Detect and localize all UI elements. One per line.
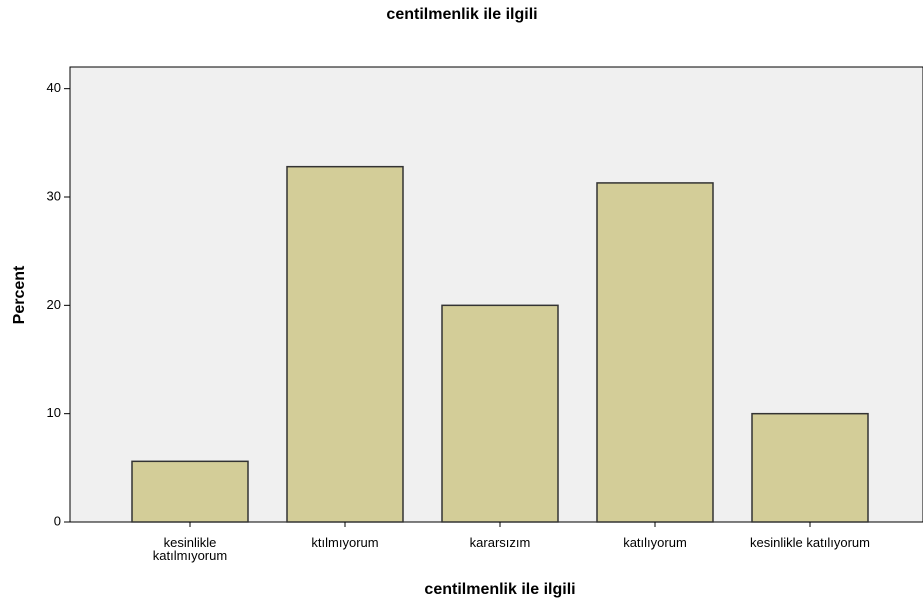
bar [286,165,404,523]
y-tick-label: 10 [47,405,61,420]
x-tick-label: kesinlikle katılıyorum [750,535,870,550]
x-tick-label: kararsızım [469,535,531,550]
bar [596,182,714,523]
x-axis-label: centilmenlik ile ilgili [424,581,575,598]
y-tick-label: 0 [54,513,61,528]
y-tick-label: 30 [47,188,61,203]
bar [131,460,249,523]
chart-title: centilmenlik ile ilgili [386,6,537,23]
x-tick-label: katılıyorum [623,535,687,550]
bar [751,412,869,523]
y-tick-label: 20 [47,297,61,312]
x-tick-label: ktılmıyorum [311,535,379,550]
bar [441,304,559,523]
y-axis-label: Percent [11,265,28,324]
y-tick-label: 40 [47,80,61,95]
x-tick-label: kesinlikle katılmıyorum [152,535,228,563]
